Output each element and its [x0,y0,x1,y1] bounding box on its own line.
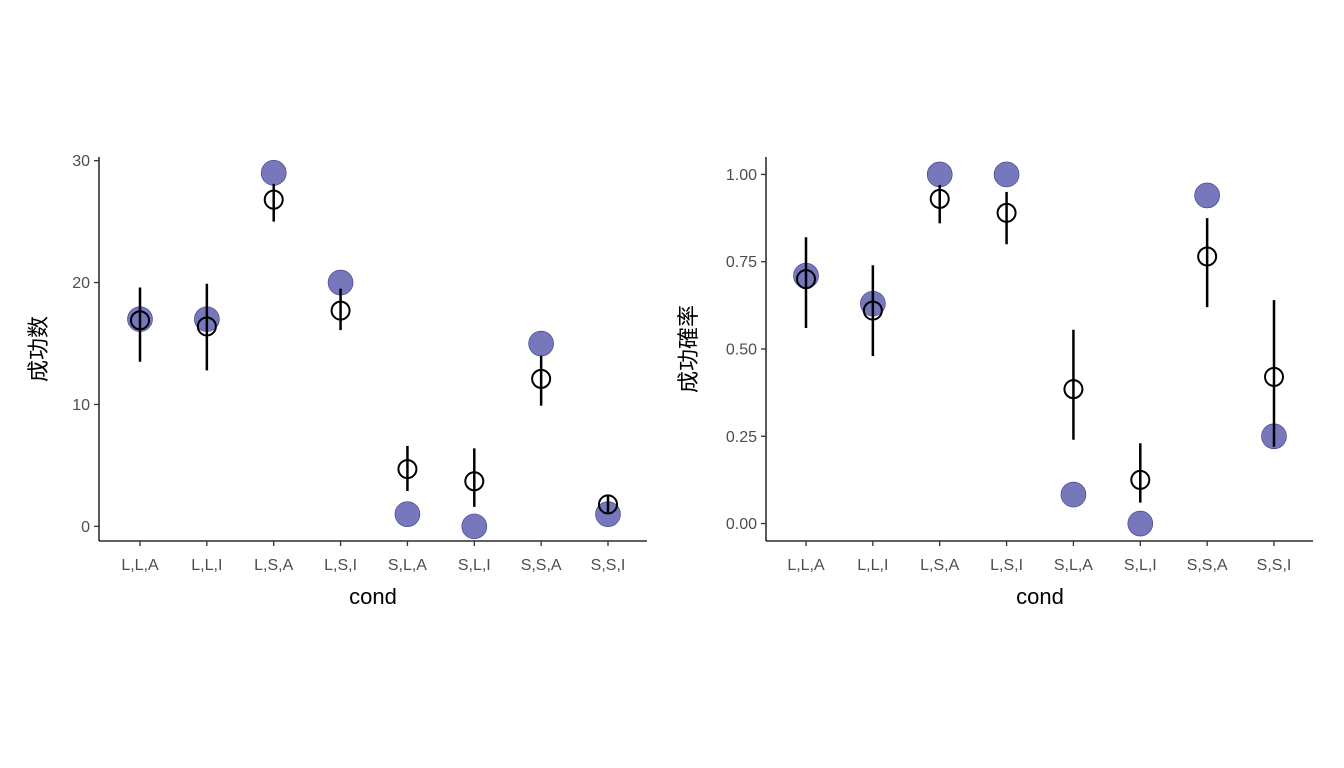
predicted-point [929,188,950,209]
x-tick-label: L,S,A [254,557,293,574]
predicted-point [263,189,284,210]
predicted-point [1130,469,1151,490]
x-tick-label: L,L,A [787,557,825,574]
x-tick-label: S,L,I [458,557,491,574]
predicted-point [1063,379,1084,400]
x-tick-label: L,L,I [857,557,888,574]
observed-point [260,160,287,186]
y-tick-label: 30 [72,153,90,170]
predicted-point [130,310,150,331]
x-tick-label: S,L,A [1054,557,1093,574]
observed-point [926,161,953,188]
y-tick-label: 20 [72,275,90,292]
x-tick-label: L,L,A [121,557,159,574]
predicted-point [796,269,816,290]
y-tick-label: 10 [72,397,90,414]
predicted-point [464,471,485,492]
y-tick-label: 0.00 [726,516,757,533]
observed-point [1127,510,1154,537]
left-panel-success-count: 0 10 20 30 L,L,A L,L,I L,S,A L,S,I S,L,A S,L,I S,S… [26,153,647,609]
observed-point [1194,182,1220,209]
predicted-point [996,202,1017,223]
x-tick-label: S,S,A [521,557,562,574]
x-tick-label: L,L,I [191,557,222,574]
observed-point [461,513,488,540]
y-tick-label: 0.50 [726,342,757,359]
y-tick-label: 0 [81,519,90,536]
y-axis-title: 成功数 [26,316,51,382]
x-tick-label: L,S,I [990,557,1023,574]
predicted-point [330,300,351,321]
x-axis-title: cond [1016,584,1064,609]
y-tick-label: 0.75 [726,254,757,271]
predicted-point [397,459,418,480]
predicted-point [1197,246,1218,267]
y-tick-label: 1.00 [726,167,757,184]
predicted-point [531,368,552,389]
x-tick-label: S,L,I [1124,557,1157,574]
x-tick-label: L,S,A [920,557,959,574]
predicted-point [1264,366,1284,387]
x-tick-label: S,S,A [1187,557,1228,574]
x-tick-label: S,S,I [1257,557,1292,574]
x-axis-title: cond [349,584,397,609]
observed-point [528,330,554,357]
predicted-point [598,494,618,515]
observed-point [1060,481,1087,508]
right-panel-success-probability: 0.00 0.25 0.50 0.75 1.00 L,L,A L,L,I L,S,A L,S,I… [676,157,1313,609]
predicted-point [196,316,217,337]
observed-point [394,501,421,527]
x-tick-label: S,S,I [591,557,626,574]
y-axis-title: 成功確率 [676,305,701,393]
predicted-point [862,300,883,321]
observed-point [993,161,1020,188]
y-tick-label: 0.25 [726,429,757,446]
x-tick-label: L,S,I [324,557,357,574]
x-tick-label: S,L,A [388,557,427,574]
